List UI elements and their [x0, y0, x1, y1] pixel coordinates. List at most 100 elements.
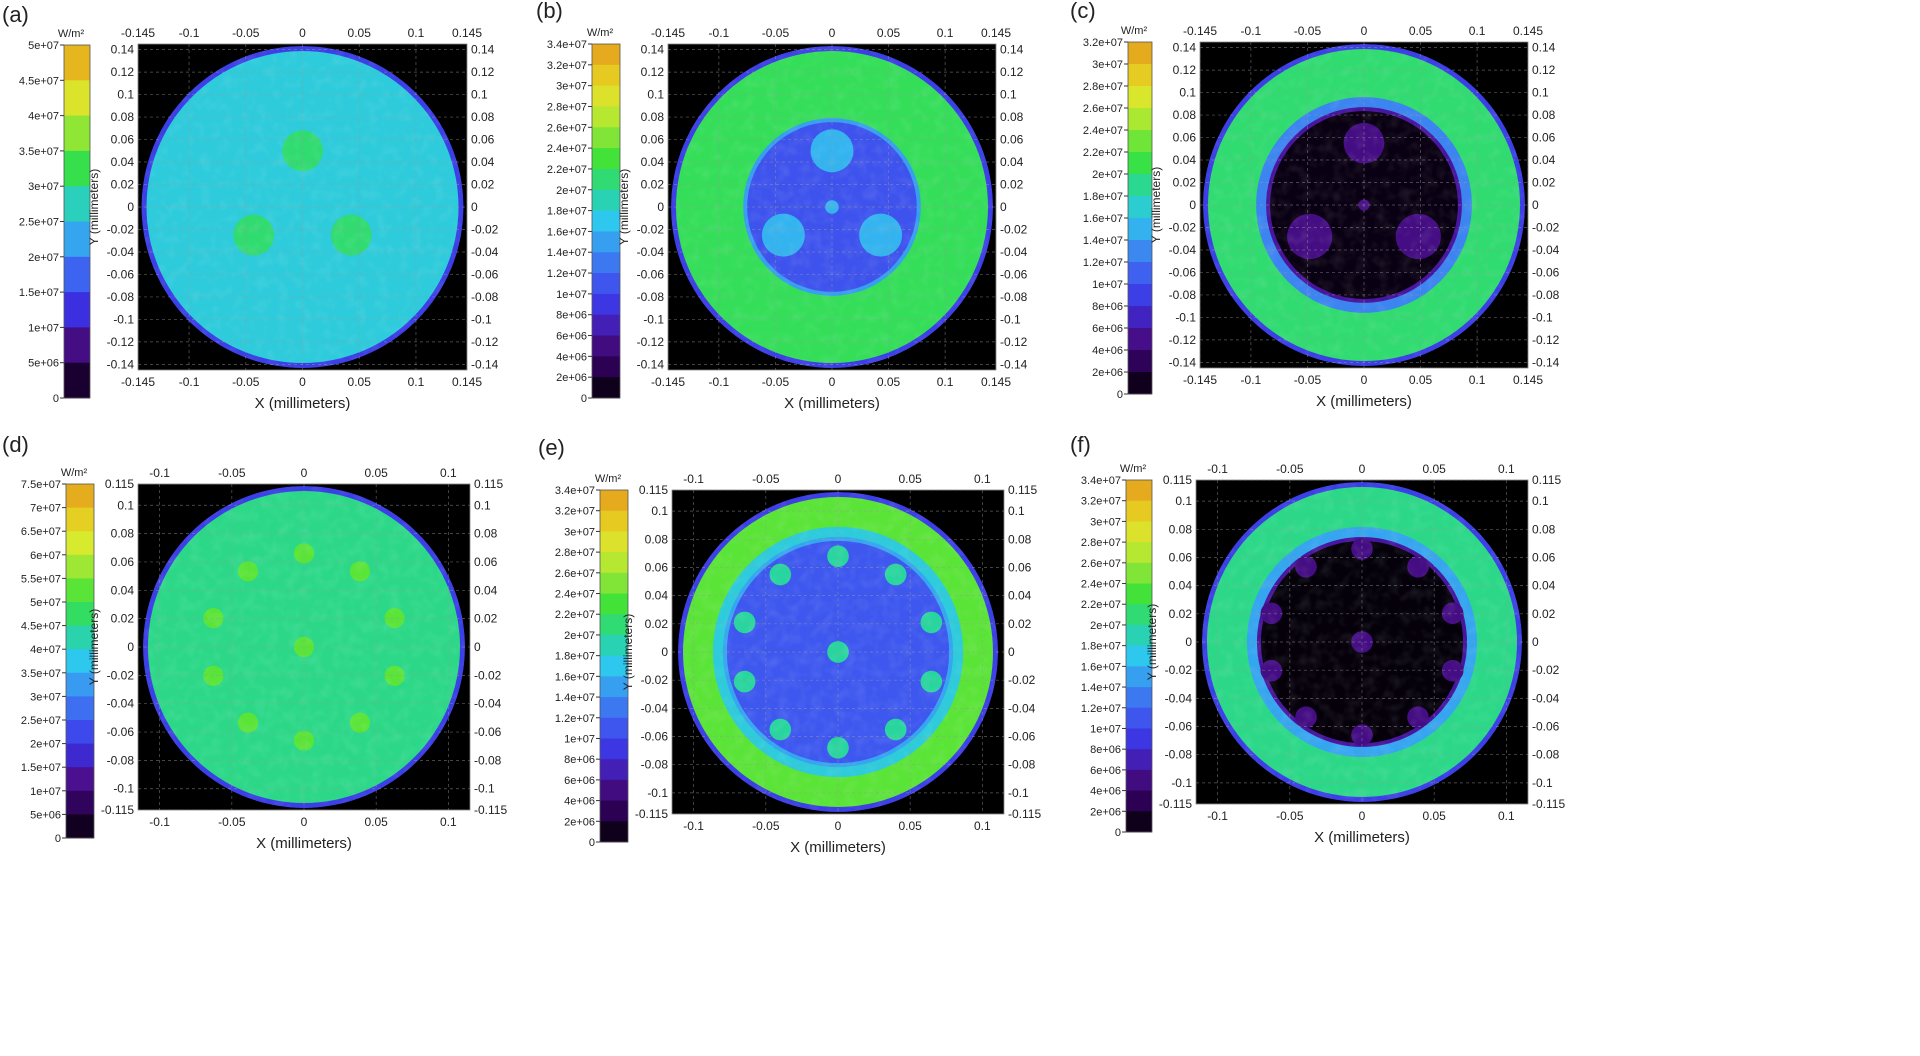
- x-tick-label-top: -0.1: [709, 26, 730, 40]
- y-tick-label-right: 0.1: [1000, 88, 1017, 102]
- y-tick-label-right: -0.14: [1532, 355, 1560, 369]
- x-tick-label-top: 0.1: [937, 26, 954, 40]
- y-tick-label-left: -0.14: [637, 357, 665, 371]
- y-tick-label-left: 0.04: [1169, 579, 1193, 593]
- colorbar-tick-label: 3.4e+07: [547, 39, 587, 51]
- y-tick-label-left: -0.06: [107, 725, 135, 739]
- y-tick-label-right: 0.08: [474, 527, 498, 541]
- x-tick-label-bottom: 0: [1361, 373, 1368, 387]
- colorbar-tick-label: 2e+07: [556, 185, 587, 197]
- colorbar-tick-label: 2e+07: [1092, 169, 1123, 181]
- y-tick-label-right: -0.02: [471, 222, 499, 236]
- y-tick-label-left: -0.1: [113, 782, 134, 796]
- colorbar-segment: [1126, 604, 1152, 626]
- colorbar-tick-label: 7.5e+07: [21, 479, 61, 491]
- colorbar-tick-label: 2e+07: [564, 630, 595, 642]
- colorbar-segment: [1126, 500, 1152, 522]
- colorbar-segment: [66, 625, 94, 650]
- y-tick-label-left: -0.02: [107, 222, 135, 236]
- y-tick-label-right: 0.08: [1532, 108, 1556, 122]
- colorbar-tick-label: 0: [53, 393, 59, 405]
- colorbar-tick-label: 5e+07: [30, 597, 61, 609]
- colorbar-tick-label: 2.2e+07: [555, 609, 595, 621]
- x-tick-label-bottom: -0.145: [651, 375, 685, 389]
- colorbar-tick-label: 5e+07: [28, 40, 59, 52]
- colorbar-tick-label: 4e+06: [1090, 786, 1121, 798]
- colorbar-frame: [599, 489, 629, 843]
- x-axis-label: X (millimeters): [255, 395, 351, 412]
- colorbar-tick-label: 8e+06: [556, 310, 587, 322]
- colorbar-tick-label: 2.4e+07: [1081, 579, 1121, 591]
- y-tick-label-left: 0.08: [1173, 108, 1197, 122]
- y-tick-label-left: 0: [661, 645, 668, 659]
- colorbar-segment: [1126, 811, 1152, 833]
- x-tick-label-bottom: -0.05: [1294, 373, 1322, 387]
- y-tick-label-left: -0.04: [1165, 691, 1193, 705]
- y-tick-label-left: 0.02: [641, 178, 665, 192]
- colorbar-segment: [600, 531, 628, 553]
- y-tick-label-right: -0.1: [474, 782, 495, 796]
- colorbar-tick-label: 2.8e+07: [1081, 537, 1121, 549]
- colorbar-tick-label: 2.6e+07: [1083, 103, 1123, 115]
- y-tick-label-right: -0.08: [1532, 288, 1560, 302]
- y-tick-label-right: 0.1: [471, 88, 488, 102]
- colorbar-tick-label: 2.8e+07: [547, 101, 587, 113]
- colorbar-segment: [600, 738, 628, 760]
- y-tick-label-left: -0.1: [1175, 310, 1196, 324]
- y-tick-label-right: 0: [471, 200, 478, 214]
- x-tick-label-bottom: 0.05: [1422, 809, 1446, 823]
- colorbar: W/m²7.5e+07 7e+07 6.5e+07 6e+07 5.5e+07 5e+07…: [21, 467, 95, 845]
- y-tick-label-left: -0.12: [107, 335, 135, 349]
- panel-label: (d): [2, 432, 29, 457]
- panel-label: (b): [536, 0, 563, 23]
- colorbar-tick-label: 5e+06: [28, 358, 59, 370]
- x-tick-label-bottom: 0.05: [898, 819, 922, 833]
- y-tick-label-right: -0.08: [1008, 758, 1036, 772]
- colorbar-tick-label: 3e+07: [564, 526, 595, 538]
- colorbar-tick-label: 1.2e+07: [1083, 257, 1123, 269]
- colorbar-segment: [64, 150, 90, 187]
- y-tick-label-right: 0.1: [1532, 494, 1549, 508]
- y-tick-label-left: -0.1: [1171, 776, 1192, 790]
- colorbar-tick-label: 1.8e+07: [1081, 641, 1121, 653]
- colorbar-tick-label: 8e+06: [1092, 301, 1123, 313]
- colorbar-tick-label: 2.8e+07: [1083, 81, 1123, 93]
- x-tick-label-bottom: 0.05: [348, 375, 372, 389]
- colorbar-segment: [1126, 645, 1152, 667]
- panel-e: (e) W/m²3.4e+07 3.2e+07 3e+07 2.8e+07 2.6e+07…: [538, 435, 1041, 856]
- y-tick-label-left: 0.115: [105, 477, 134, 491]
- colorbar-segment: [1128, 196, 1152, 219]
- x-tick-label-bottom: -0.05: [752, 819, 780, 833]
- y-tick-label-left: -0.08: [107, 753, 135, 767]
- colorbar-segment: [1128, 350, 1152, 373]
- colorbar-tick-label: 3e+07: [1092, 59, 1123, 71]
- y-axis-label: Y (millimeters): [1149, 167, 1163, 243]
- colorbar-tick-label: 3.2e+07: [1083, 37, 1123, 49]
- colorbar-segment: [1128, 240, 1152, 263]
- y-tick-label-right: 0.04: [471, 155, 495, 169]
- plot-area: [671, 489, 1005, 815]
- colorbar-tick-label: 2e+07: [30, 739, 61, 751]
- y-tick-label-left: -0.115: [635, 807, 668, 821]
- colorbar-tick-label: 3e+07: [28, 181, 59, 193]
- panel-b: (b) W/m²3.4e+07 3.2e+07 3e+07 2.8e+07 2.6e+07…: [536, 0, 1028, 412]
- colorbar-segment: [1128, 262, 1152, 285]
- colorbar-segment: [600, 800, 628, 822]
- x-tick-label-bottom: -0.1: [179, 375, 200, 389]
- colorbar-tick-label: 5e+06: [30, 809, 61, 821]
- colorbar: W/m²3.4e+07 3.2e+07 3e+07 2.8e+07 2.6e+07 2.4…: [547, 27, 621, 405]
- colorbar-segment: [1126, 583, 1152, 605]
- colorbar-unit: W/m²: [1120, 463, 1147, 475]
- colorbar-segment: [66, 743, 94, 768]
- colorbar-segment: [592, 356, 620, 378]
- colorbar-segment: [64, 256, 90, 293]
- x-axis-label: X (millimeters): [256, 835, 352, 852]
- colorbar-segment: [64, 45, 90, 81]
- colorbar-segment: [66, 554, 94, 579]
- colorbar-tick-label: 8e+06: [564, 754, 595, 766]
- colorbar-segment: [66, 531, 94, 556]
- colorbar-tick-label: 2e+07: [28, 252, 59, 264]
- colorbar-segment: [592, 106, 620, 128]
